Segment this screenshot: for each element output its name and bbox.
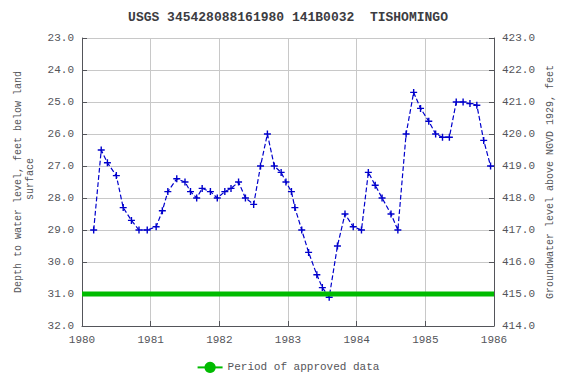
svg-text:1984: 1984 (343, 334, 370, 346)
svg-text:25.0: 25.0 (48, 96, 74, 108)
svg-text:Depth to water level, feet bel: Depth to water level, feet below land (13, 71, 24, 293)
svg-text:1980: 1980 (69, 334, 95, 346)
svg-text:416.0: 416.0 (502, 256, 535, 268)
svg-text:26.0: 26.0 (48, 128, 74, 140)
svg-text:32.0: 32.0 (48, 320, 74, 332)
svg-text:31.0: 31.0 (48, 288, 74, 300)
svg-text:417.0: 417.0 (502, 224, 535, 236)
svg-text:Groundwater level above NGVD 1: Groundwater level above NGVD 1929, feet (545, 65, 556, 299)
svg-text:414.0: 414.0 (502, 320, 535, 332)
svg-text:23.0: 23.0 (48, 32, 74, 44)
svg-text:28.0: 28.0 (48, 192, 74, 204)
svg-text:1982: 1982 (206, 334, 232, 346)
svg-text:419.0: 419.0 (502, 160, 535, 172)
svg-text:1985: 1985 (412, 334, 438, 346)
svg-text:1986: 1986 (481, 334, 507, 346)
svg-text:Period of approved data: Period of approved data (228, 361, 380, 373)
svg-text:422.0: 422.0 (502, 64, 535, 76)
svg-text:surface: surface (25, 158, 36, 206)
svg-text:415.0: 415.0 (502, 288, 535, 300)
svg-text:1981: 1981 (137, 334, 164, 346)
svg-text:418.0: 418.0 (502, 192, 535, 204)
svg-text:423.0: 423.0 (502, 32, 535, 44)
svg-text:29.0: 29.0 (48, 224, 74, 236)
svg-text:USGS 345428088161980 141B0032: USGS 345428088161980 141B0032 TISHOMINGO (128, 10, 448, 25)
svg-text:1983: 1983 (275, 334, 301, 346)
svg-text:27.0: 27.0 (48, 160, 74, 172)
svg-text:30.0: 30.0 (48, 256, 74, 268)
svg-text:420.0: 420.0 (502, 128, 535, 140)
svg-text:421.0: 421.0 (502, 96, 535, 108)
svg-text:24.0: 24.0 (48, 64, 74, 76)
